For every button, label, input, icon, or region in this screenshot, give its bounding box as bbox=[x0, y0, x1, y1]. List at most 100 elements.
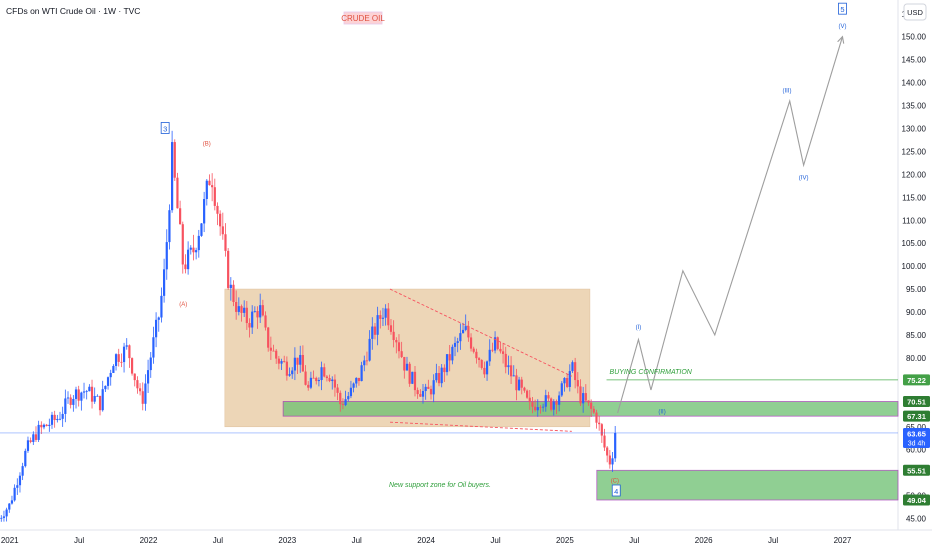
candle-body bbox=[26, 440, 30, 451]
candle-body bbox=[363, 360, 366, 366]
candle-body bbox=[189, 247, 192, 250]
candle-body bbox=[389, 325, 393, 332]
wave-label: (II) bbox=[658, 410, 665, 416]
candle-body bbox=[400, 351, 403, 358]
candle-body bbox=[352, 383, 355, 388]
candle-body bbox=[563, 378, 566, 384]
price-tick-label: 60.00 bbox=[906, 446, 927, 455]
candle-body bbox=[424, 386, 427, 392]
currency-box[interactable] bbox=[903, 3, 927, 21]
candle-body bbox=[435, 373, 438, 381]
candle-body bbox=[453, 342, 457, 347]
candle-body bbox=[56, 418, 59, 421]
candle-body bbox=[205, 180, 208, 200]
candle-body bbox=[611, 458, 614, 465]
price-tick-label: 90.00 bbox=[906, 308, 927, 317]
candle-body bbox=[29, 440, 32, 442]
candle-body bbox=[528, 397, 531, 403]
candle-body bbox=[42, 424, 46, 428]
candle-body bbox=[475, 351, 478, 359]
time-tick-label: 2022 bbox=[140, 536, 158, 545]
candle-body bbox=[114, 354, 118, 366]
candle-body bbox=[384, 308, 387, 318]
candle-body bbox=[208, 180, 211, 186]
candle-body bbox=[261, 305, 264, 316]
candle-body bbox=[275, 350, 278, 359]
candle-body bbox=[587, 400, 590, 403]
candle-body bbox=[296, 357, 299, 365]
candle-body bbox=[427, 386, 430, 389]
candle-body bbox=[325, 376, 329, 379]
price-level-value: 49.04 bbox=[907, 496, 927, 505]
candle-body bbox=[416, 390, 419, 395]
candle-body bbox=[397, 342, 401, 352]
price-tick-label: 110.00 bbox=[902, 216, 926, 225]
time-axis-ticks: 2021 Jul 2022 Jul 2023 Jul 2024 Jul 2025 Jul 2026 J… bbox=[1, 536, 852, 545]
wave-label: (B) bbox=[203, 141, 211, 147]
candle-body bbox=[141, 391, 144, 404]
candle-body bbox=[109, 372, 112, 378]
candle-body bbox=[211, 185, 214, 188]
candle-body bbox=[224, 234, 227, 251]
candle-body bbox=[608, 455, 611, 465]
candle-body bbox=[483, 367, 486, 375]
candle-body bbox=[152, 337, 155, 358]
candle-body bbox=[566, 378, 569, 387]
candle-body bbox=[467, 326, 470, 338]
candle-body bbox=[32, 434, 35, 442]
candle-body bbox=[90, 386, 94, 402]
instrument-title: CFDs on WTI Crude Oil · 1W · TVC bbox=[6, 6, 140, 16]
candle-body bbox=[267, 327, 270, 348]
drawing-layer-lines bbox=[0, 35, 898, 434]
candle-body bbox=[421, 391, 425, 397]
candle-body bbox=[45, 424, 48, 427]
candle-body bbox=[120, 361, 123, 363]
candle-body bbox=[240, 306, 243, 313]
price-tick-label: 115.00 bbox=[902, 193, 926, 202]
candle-body bbox=[558, 395, 561, 405]
time-tick-label: 2021 bbox=[1, 536, 19, 545]
candle-body bbox=[323, 367, 326, 377]
candle-body bbox=[376, 315, 379, 335]
candle-body bbox=[307, 384, 310, 388]
candle-body bbox=[459, 333, 462, 342]
candle-body bbox=[542, 406, 545, 408]
price-level-value: 70.51 bbox=[907, 397, 926, 406]
wave-label-box bbox=[611, 484, 621, 497]
price-level-tag bbox=[903, 374, 930, 386]
candle-body bbox=[547, 395, 550, 399]
candle-body bbox=[187, 249, 190, 270]
candle-body bbox=[248, 323, 251, 328]
candle-body bbox=[50, 414, 54, 425]
candle-body bbox=[592, 408, 595, 413]
candle-body bbox=[480, 359, 483, 368]
wave-label: (A) bbox=[179, 302, 187, 308]
candle-body bbox=[106, 377, 110, 386]
price-tick-label: 150.00 bbox=[902, 33, 927, 42]
candle-body bbox=[195, 250, 198, 253]
support-zone-label: New support zone for Oil buyers. bbox=[389, 482, 491, 489]
candle-body bbox=[456, 341, 459, 343]
candle-body bbox=[552, 401, 555, 410]
candle-body bbox=[582, 393, 585, 404]
candle-body bbox=[520, 379, 523, 388]
candle-body bbox=[320, 367, 323, 381]
price-level-tag bbox=[903, 494, 930, 506]
candle-body bbox=[227, 250, 230, 289]
candle-body bbox=[408, 363, 411, 384]
trendline-upper bbox=[389, 288, 573, 377]
candle-body bbox=[515, 375, 518, 391]
candle-body bbox=[341, 404, 345, 406]
candle-body bbox=[256, 311, 259, 318]
candle-body bbox=[130, 358, 134, 374]
candle-body bbox=[128, 345, 131, 359]
candle-body bbox=[171, 142, 174, 211]
candle-body bbox=[2, 516, 6, 518]
candle-body bbox=[304, 371, 307, 385]
wave-label: (V) bbox=[838, 24, 846, 30]
candle-body bbox=[165, 242, 168, 270]
wave-label: 3 bbox=[163, 124, 167, 133]
time-axis-panel[interactable] bbox=[0, 530, 932, 550]
candle-body bbox=[333, 379, 337, 388]
